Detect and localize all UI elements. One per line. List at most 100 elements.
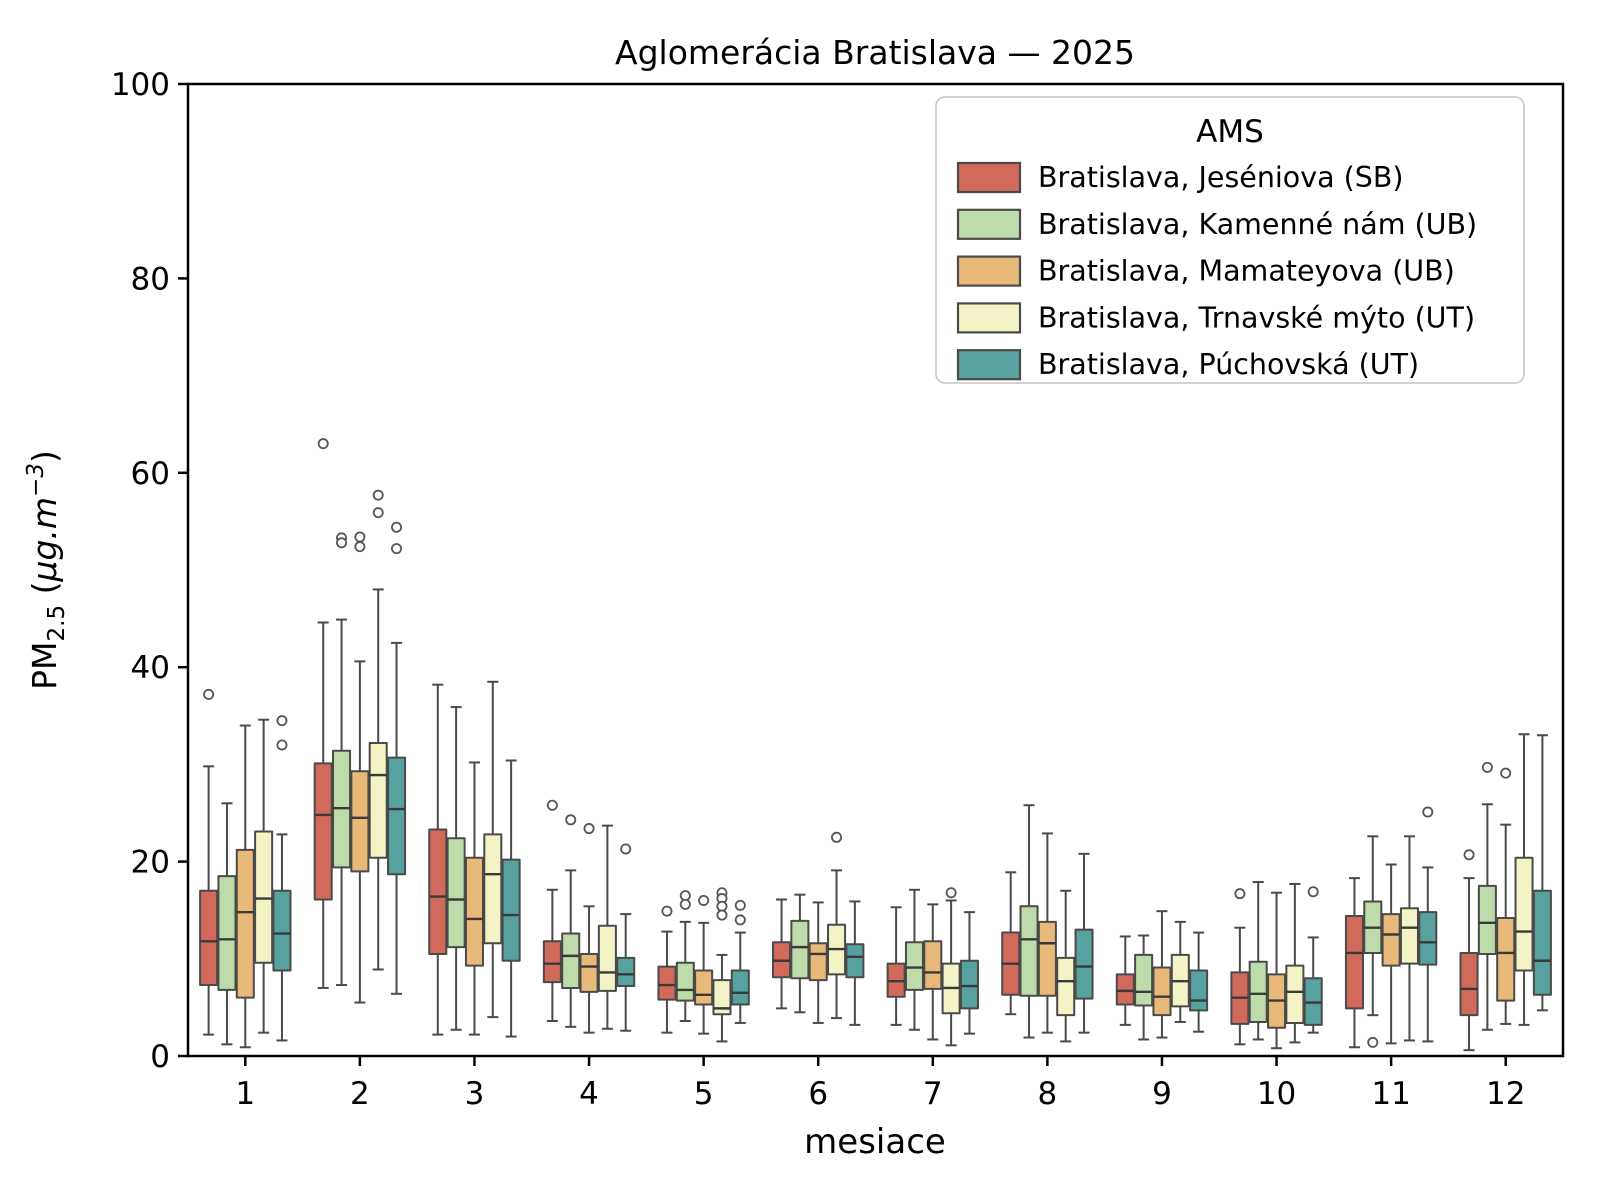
iqr-box bbox=[1532, 889, 1552, 996]
box-kamenne-nam-m1 bbox=[217, 802, 237, 1046]
box-trnavske-myto-m8 bbox=[1056, 889, 1076, 1043]
month-group-3 bbox=[428, 680, 521, 1038]
outlier-point bbox=[276, 739, 288, 751]
iqr-box bbox=[387, 756, 407, 876]
iqr-box bbox=[1134, 953, 1154, 1007]
box-jeseniova-m10 bbox=[1230, 888, 1250, 1046]
iqr-box bbox=[1056, 956, 1076, 1017]
box-puchovska-m7 bbox=[959, 911, 979, 1035]
box-puchovska-m1 bbox=[272, 715, 292, 1042]
box-trnavske-myto-m7 bbox=[941, 887, 961, 1047]
legend-frame bbox=[935, 96, 1525, 384]
iqr-box bbox=[1381, 913, 1401, 967]
legend-swatch-jeseniova bbox=[956, 161, 1022, 194]
y-label-base: PM bbox=[25, 641, 64, 689]
iqr-box bbox=[923, 940, 943, 990]
box-jeseniova-m3 bbox=[428, 683, 448, 1036]
box-trnavske-myto-m2 bbox=[368, 489, 388, 971]
month-group-4 bbox=[542, 799, 636, 1034]
x-tick-label: 9 bbox=[1152, 1076, 1172, 1112]
box-mamateyova-m4 bbox=[579, 823, 599, 1034]
outlier-point bbox=[1422, 806, 1434, 818]
y-tick-label: 80 bbox=[131, 261, 170, 297]
box-mamateyova-m9 bbox=[1152, 910, 1172, 1039]
y-tick-label: 40 bbox=[131, 650, 170, 686]
iqr-box bbox=[1285, 964, 1305, 1024]
x-tick-label: 2 bbox=[350, 1076, 370, 1112]
iqr-box bbox=[446, 837, 466, 949]
iqr-box bbox=[561, 932, 581, 989]
legend-label-mamateyova: Bratislava, Mamateyova (UB) bbox=[1038, 255, 1455, 288]
outlier-point bbox=[354, 541, 366, 553]
iqr-box bbox=[1248, 960, 1268, 1023]
outlier-point bbox=[1367, 1036, 1379, 1048]
outlier-point bbox=[734, 914, 746, 926]
iqr-box bbox=[542, 940, 562, 984]
month-group-11 bbox=[1344, 806, 1438, 1049]
month-group-6 bbox=[772, 831, 865, 1026]
box-kamenne-nam-m6 bbox=[790, 893, 810, 1014]
outlier-point bbox=[317, 438, 329, 450]
iqr-box bbox=[808, 942, 828, 982]
box-puchovska-m3 bbox=[501, 759, 521, 1038]
box-jeseniova-m6 bbox=[772, 898, 792, 1010]
legend-label-trnavske-myto: Bratislava, Trnavské mýto (UT) bbox=[1038, 301, 1475, 334]
box-kamenne-nam-m3 bbox=[446, 706, 466, 1031]
box-mamateyova-m12 bbox=[1496, 767, 1516, 1025]
box-kamenne-nam-m10 bbox=[1248, 881, 1268, 1041]
y-tick-label: 100 bbox=[111, 67, 170, 103]
y-label-superscript: −3 bbox=[23, 463, 49, 497]
y-label-open-paren: ( bbox=[25, 582, 64, 605]
box-jeseniova-m2 bbox=[313, 438, 333, 989]
x-tick-label: 6 bbox=[808, 1076, 828, 1112]
outlier-point bbox=[1481, 761, 1493, 773]
iqr-box bbox=[1152, 966, 1172, 1017]
box-trnavske-myto-m5 bbox=[712, 887, 732, 1043]
iqr-box bbox=[428, 828, 448, 955]
box-mamateyova-m8 bbox=[1037, 832, 1057, 1034]
box-mamateyova-m5 bbox=[694, 894, 714, 1035]
iqr-box bbox=[675, 961, 695, 1002]
box-kamenne-nam-m7 bbox=[904, 888, 924, 1031]
month-group-1 bbox=[199, 688, 292, 1049]
iqr-box bbox=[657, 965, 677, 1001]
outlier-point bbox=[716, 909, 728, 921]
x-tick-label: 10 bbox=[1257, 1076, 1296, 1112]
box-kamenne-nam-m9 bbox=[1134, 934, 1154, 1041]
outlier-point bbox=[391, 521, 403, 533]
legend-swatch-puchovska bbox=[956, 349, 1022, 381]
outlier-point bbox=[336, 537, 348, 549]
iqr-box bbox=[1037, 920, 1057, 997]
outlier-point bbox=[372, 489, 384, 501]
box-jeseniova-m12 bbox=[1459, 849, 1479, 1052]
box-puchovska-m2 bbox=[387, 521, 407, 995]
box-trnavske-myto-m9 bbox=[1170, 920, 1190, 1023]
y-tick-label: 60 bbox=[131, 456, 170, 492]
box-jeseniova-m5 bbox=[657, 905, 677, 1034]
iqr-box bbox=[597, 924, 617, 992]
box-jeseniova-m1 bbox=[199, 688, 219, 1036]
box-jeseniova-m8 bbox=[1001, 871, 1021, 1016]
outlier-point bbox=[734, 899, 746, 911]
legend-label-puchovska: Bratislava, Púchovská (UT) bbox=[1038, 348, 1419, 381]
month-group-2 bbox=[313, 438, 407, 1004]
box-kamenne-nam-m5 bbox=[675, 890, 695, 1023]
legend-title: AMS bbox=[1196, 114, 1264, 150]
box-puchovska-m12 bbox=[1532, 734, 1552, 1012]
outlier-point bbox=[391, 543, 403, 555]
legend-swatch-kamenne-nam bbox=[956, 208, 1022, 240]
outlier-point bbox=[1500, 767, 1512, 779]
box-trnavske-myto-m1 bbox=[254, 718, 274, 1034]
iqr-box bbox=[1514, 856, 1534, 972]
outlier-point bbox=[716, 900, 728, 912]
iqr-box bbox=[790, 919, 810, 980]
legend-swatch-trnavske-myto bbox=[956, 302, 1022, 334]
month-group-5 bbox=[657, 887, 750, 1043]
iqr-box bbox=[904, 941, 924, 991]
box-mamateyova-m3 bbox=[464, 761, 484, 1036]
box-mamateyova-m1 bbox=[235, 724, 255, 1049]
iqr-box bbox=[1189, 969, 1209, 1012]
